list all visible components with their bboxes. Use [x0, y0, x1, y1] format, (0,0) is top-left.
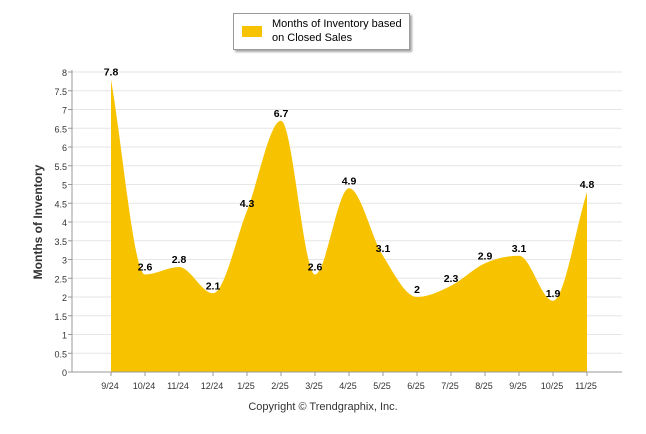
x-tick-label: 6/25 — [407, 381, 425, 391]
data-label: 1.9 — [546, 288, 561, 300]
data-labels: 7.8 2.6 2.8 2.1 4.3 6.7 2.6 4.9 3.1 2 2.3 2.9 3.1 1.9… — [104, 67, 595, 300]
y-tick-label: 4.5 — [54, 199, 67, 209]
data-label: 2.1 — [206, 280, 221, 292]
y-tick-labels: 0 0.5 1 1.5 2 2.5 3 3.5 4 4.5 5 5.5 6 6.5 7 7.5 8 — [54, 68, 67, 378]
y-tick-label: 7 — [62, 106, 67, 116]
copyright-footer: Copyright © Trendgraphix, Inc. — [248, 401, 398, 413]
y-tick-label: 6 — [62, 143, 67, 153]
x-tick-label: 9/24 — [101, 381, 119, 391]
data-label: 3.1 — [376, 243, 391, 255]
x-tick-label: 11/24 — [167, 381, 189, 391]
x-tick-label: 4/25 — [339, 381, 357, 391]
axes — [68, 70, 622, 376]
x-tick-label: 10/24 — [133, 381, 156, 391]
x-tick-label: 5/25 — [373, 381, 391, 391]
x-tick-labels: 9/24 10/24 11/24 12/24 1/25 2/25 3/25 4/25 5/25 6… — [101, 381, 597, 391]
data-label: 7.8 — [104, 67, 119, 79]
data-label: 4.9 — [342, 175, 357, 187]
data-label: 3.1 — [512, 243, 527, 255]
y-tick-label: 3 — [62, 256, 67, 266]
x-tick-label: 3/25 — [305, 381, 323, 391]
legend-swatch — [242, 26, 262, 37]
data-label: 2 — [414, 284, 420, 296]
legend-label: Months of Inventory based on Closed Sale… — [272, 18, 402, 44]
y-tick-label: 2 — [62, 293, 67, 303]
data-label: 2.9 — [478, 250, 493, 262]
y-tick-label: 3.5 — [54, 237, 67, 247]
y-tick-label: 5 — [62, 181, 67, 191]
data-label: 2.6 — [138, 262, 153, 274]
data-label: 6.7 — [274, 108, 289, 120]
data-label: 2.3 — [444, 273, 459, 285]
x-tick-label: 11/25 — [575, 381, 597, 391]
x-tick-label: 10/25 — [541, 381, 564, 391]
y-tick-label: 7.5 — [54, 87, 67, 97]
chart-legend: Months of Inventory based on Closed Sale… — [233, 13, 410, 50]
x-tick-label: 1/25 — [237, 381, 255, 391]
y-tick-label: 2.5 — [54, 274, 67, 284]
y-tick-label: 0 — [62, 368, 67, 378]
data-label: 4.8 — [580, 179, 595, 191]
y-tick-label: 0.5 — [54, 349, 67, 359]
y-tick-label: 1 — [62, 331, 67, 341]
y-tick-label: 1.5 — [54, 312, 67, 322]
x-tick-label: 12/24 — [201, 381, 224, 391]
x-tick-label: 8/25 — [475, 381, 493, 391]
data-label: 4.3 — [240, 198, 255, 210]
data-label: 2.8 — [172, 254, 187, 266]
x-tick-label: 7/25 — [441, 381, 459, 391]
x-tick-label: 2/25 — [271, 381, 289, 391]
area-fill — [111, 79, 587, 372]
y-axis-title: Months of Inventory — [31, 164, 45, 279]
area-series — [111, 79, 587, 372]
y-tick-label: 4 — [62, 218, 67, 228]
data-label: 2.6 — [308, 262, 323, 274]
y-tick-label: 6.5 — [54, 124, 67, 134]
y-tick-label: 8 — [62, 68, 67, 78]
y-tick-label: 5.5 — [54, 162, 67, 172]
x-tick-label: 9/25 — [509, 381, 527, 391]
